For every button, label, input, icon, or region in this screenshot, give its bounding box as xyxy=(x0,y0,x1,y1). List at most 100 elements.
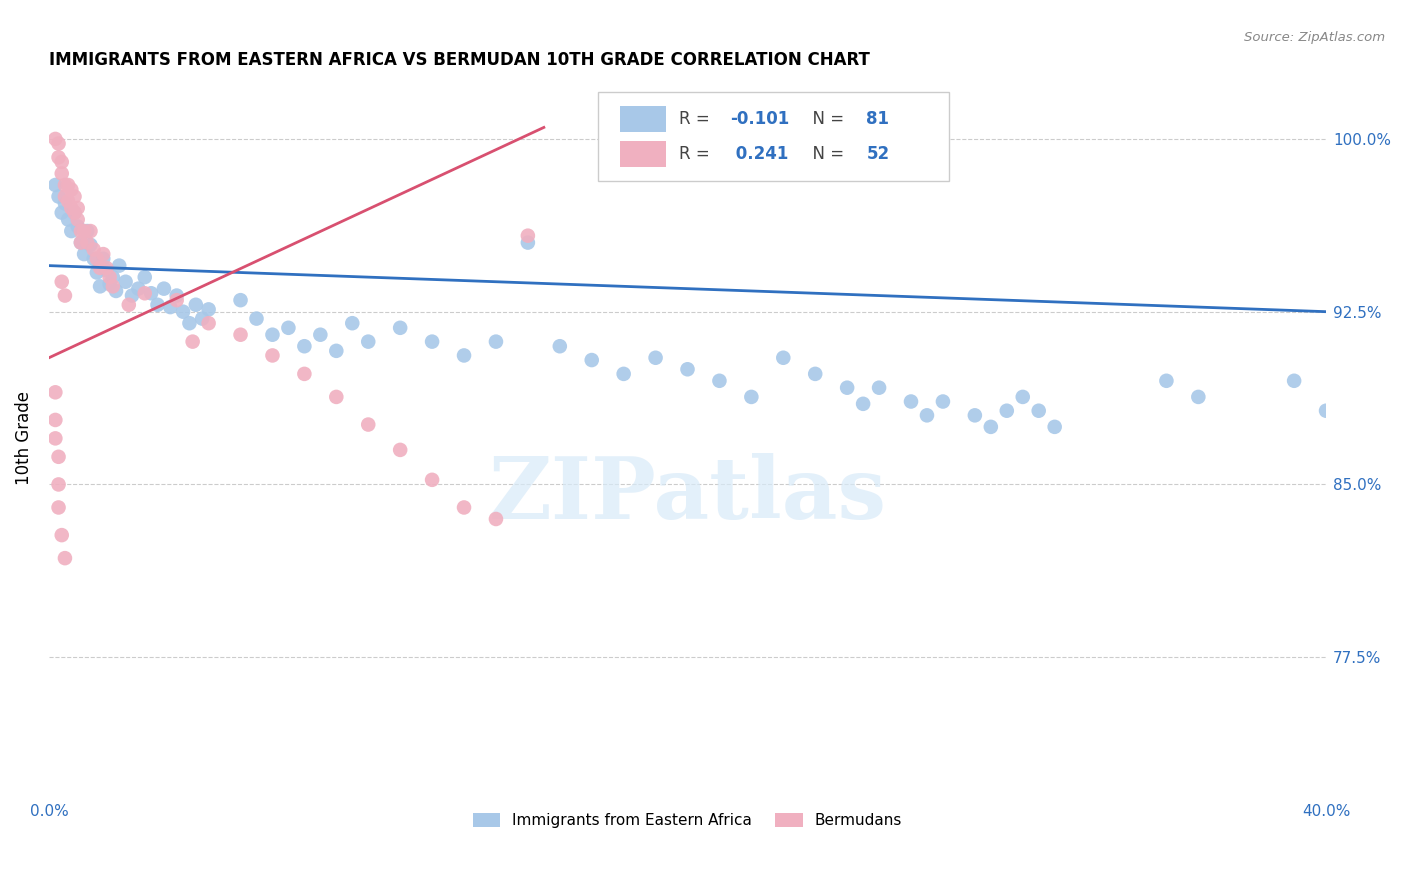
Text: N =: N = xyxy=(803,145,849,163)
Point xyxy=(325,390,347,404)
FancyBboxPatch shape xyxy=(620,106,666,132)
Point xyxy=(852,397,875,411)
Point xyxy=(485,334,508,349)
Point xyxy=(139,286,162,301)
Point xyxy=(91,252,114,266)
Point xyxy=(644,351,666,365)
Point xyxy=(98,277,121,291)
Point xyxy=(292,339,315,353)
Point xyxy=(548,339,571,353)
Point xyxy=(60,224,83,238)
Point xyxy=(53,288,76,302)
Point xyxy=(1043,420,1066,434)
Point xyxy=(101,270,124,285)
Point xyxy=(676,362,699,376)
Point xyxy=(96,263,118,277)
Point xyxy=(44,385,66,400)
Point xyxy=(166,288,188,302)
Point xyxy=(900,394,922,409)
Point xyxy=(613,367,636,381)
Point xyxy=(60,201,83,215)
Point xyxy=(134,270,156,285)
Point xyxy=(66,219,89,234)
Text: -0.101: -0.101 xyxy=(730,111,789,128)
Text: R =: R = xyxy=(679,145,714,163)
Point xyxy=(86,252,108,266)
Point xyxy=(420,334,443,349)
Point xyxy=(48,150,70,164)
Point xyxy=(60,183,83,197)
Point xyxy=(453,500,475,515)
Point xyxy=(56,212,79,227)
Point xyxy=(1187,390,1209,404)
Point xyxy=(325,343,347,358)
Point xyxy=(357,417,380,432)
Point xyxy=(1011,390,1033,404)
Point xyxy=(389,320,412,334)
Point xyxy=(197,302,219,317)
Point xyxy=(53,178,76,192)
Point xyxy=(262,327,284,342)
Point xyxy=(179,316,201,330)
FancyBboxPatch shape xyxy=(620,141,666,167)
Point xyxy=(51,275,73,289)
Point xyxy=(114,275,136,289)
Point xyxy=(79,224,101,238)
Point xyxy=(292,367,315,381)
Point xyxy=(516,235,538,250)
Point xyxy=(1156,374,1178,388)
Point xyxy=(70,235,93,250)
Point xyxy=(420,473,443,487)
Point xyxy=(48,189,70,203)
Point xyxy=(277,320,299,334)
Point xyxy=(181,334,204,349)
Point xyxy=(70,235,93,250)
Point xyxy=(772,351,794,365)
Point xyxy=(108,259,131,273)
Point xyxy=(1315,403,1337,417)
Point xyxy=(76,235,98,250)
Point xyxy=(118,298,141,312)
Point xyxy=(105,284,128,298)
Text: R =: R = xyxy=(679,111,714,128)
Text: Source: ZipAtlas.com: Source: ZipAtlas.com xyxy=(1244,31,1385,45)
Point xyxy=(79,238,101,252)
Text: N =: N = xyxy=(803,111,849,128)
Point xyxy=(83,252,105,266)
Point xyxy=(86,266,108,280)
Point xyxy=(44,413,66,427)
Point xyxy=(516,228,538,243)
Point xyxy=(146,298,169,312)
Point xyxy=(48,136,70,151)
Point xyxy=(73,247,96,261)
Point xyxy=(342,316,364,330)
Text: 81: 81 xyxy=(866,111,890,128)
Point xyxy=(184,298,207,312)
Y-axis label: 10th Grade: 10th Grade xyxy=(15,392,32,485)
FancyBboxPatch shape xyxy=(598,92,949,181)
Point xyxy=(83,243,105,257)
Point xyxy=(89,279,111,293)
Point xyxy=(56,178,79,192)
Point xyxy=(53,551,76,566)
Point xyxy=(709,374,731,388)
Point xyxy=(70,224,93,238)
Point xyxy=(995,403,1018,417)
Point xyxy=(48,500,70,515)
Point xyxy=(63,205,86,219)
Point xyxy=(89,260,111,275)
Point xyxy=(229,293,252,308)
Text: 0.241: 0.241 xyxy=(730,145,787,163)
Point xyxy=(101,279,124,293)
Point xyxy=(453,348,475,362)
Point xyxy=(66,212,89,227)
Point xyxy=(63,189,86,203)
Point xyxy=(66,201,89,215)
Point xyxy=(191,311,214,326)
Point xyxy=(73,224,96,238)
Point xyxy=(121,288,143,302)
Point xyxy=(963,409,986,423)
Point xyxy=(48,477,70,491)
Point xyxy=(837,381,859,395)
Text: ZIPatlas: ZIPatlas xyxy=(488,453,887,538)
